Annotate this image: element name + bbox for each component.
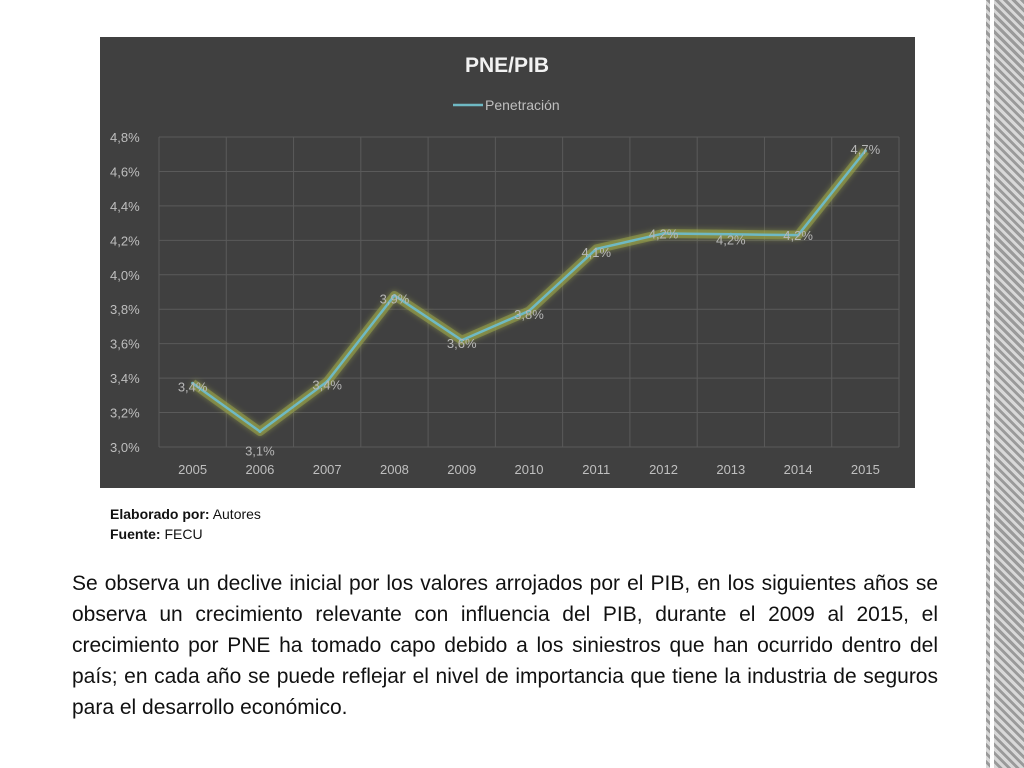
y-tick-label: 3,4% [110, 371, 140, 386]
series-penetracion [190, 147, 869, 436]
x-tick-label: 2015 [851, 462, 880, 477]
data-label: 4,1% [581, 245, 611, 260]
data-label: 3,8% [514, 307, 544, 322]
y-tick-label: 3,2% [110, 406, 140, 421]
x-tick-label: 2013 [716, 462, 745, 477]
legend-label: Penetración [485, 97, 560, 113]
data-label: 3,4% [178, 379, 208, 394]
credit-source: Fuente: FECU [110, 524, 261, 544]
y-tick-label: 3,6% [110, 337, 140, 352]
credit-author-value: Autores [212, 506, 261, 522]
data-point [325, 380, 329, 384]
grid [158, 136, 900, 448]
x-tick-label: 2008 [380, 462, 409, 477]
x-tick-label: 2009 [447, 462, 476, 477]
x-tick-label: 2014 [784, 462, 813, 477]
chart-title: PNE/PIB [465, 54, 549, 77]
y-tick-label: 4,0% [110, 268, 140, 283]
data-label: 4,2% [783, 228, 813, 243]
data-point [594, 247, 598, 251]
data-point [729, 232, 733, 236]
data-label: 3,9% [380, 291, 410, 306]
data-point [796, 233, 800, 237]
chart-svg: PNE/PIB Penetración 3,0% 3,2% 3,4% 3,6% 3,8%… [110, 54, 900, 477]
data-label: 3,6% [447, 336, 477, 351]
data-point [460, 338, 464, 342]
y-tick-label: 4,6% [110, 164, 140, 179]
y-tick-label: 3,8% [110, 302, 140, 317]
chart-credits: Elaborado por: Autores Fuente: FECU [110, 504, 261, 544]
y-tick-label: 4,8% [110, 130, 140, 145]
x-tick-label: 2006 [245, 462, 274, 477]
data-point [662, 231, 666, 235]
data-label: 4,2% [649, 226, 679, 241]
data-label: 3,4% [312, 378, 342, 393]
x-tick-label: 2011 [582, 462, 610, 477]
data-point [392, 293, 396, 297]
y-tick-label: 3,0% [110, 440, 140, 455]
y-tick-label: 4,2% [110, 233, 140, 248]
credit-author: Elaborado por: Autores [110, 504, 261, 524]
data-label: 3,1% [245, 444, 275, 459]
data-point [863, 149, 867, 153]
x-tick-label: 2010 [515, 462, 544, 477]
y-tick-label: 4,4% [110, 199, 140, 214]
credit-source-value: FECU [164, 526, 203, 542]
data-point [258, 430, 262, 433]
axes: 3,0% 3,2% 3,4% 3,6% 3,8% 4,0% 4,2% 4,4% 4,6% 4,8%… [110, 130, 880, 477]
data-labels: 3,4% 3,1% 3,4% 3,9% 3,6% 3,8% 4,1% 4,2% 4,2% 4,2%… [178, 142, 881, 459]
credit-author-label: Elaborado por: [110, 506, 210, 522]
body-paragraph: Se observa un declive inicial por los va… [72, 572, 938, 719]
credit-source-label: Fuente: [110, 526, 161, 542]
decorative-edge-strip [986, 0, 1024, 768]
x-tick-label: 2005 [178, 462, 207, 477]
data-point [527, 309, 531, 313]
data-label: 4,2% [716, 232, 746, 247]
x-tick-label: 2007 [313, 462, 342, 477]
data-label: 4,7% [851, 142, 881, 157]
x-tick-label: 2012 [649, 462, 678, 477]
data-point [191, 381, 195, 385]
line-chart: PNE/PIB Penetración 3,0% 3,2% 3,4% 3,6% 3,8%… [100, 37, 915, 488]
